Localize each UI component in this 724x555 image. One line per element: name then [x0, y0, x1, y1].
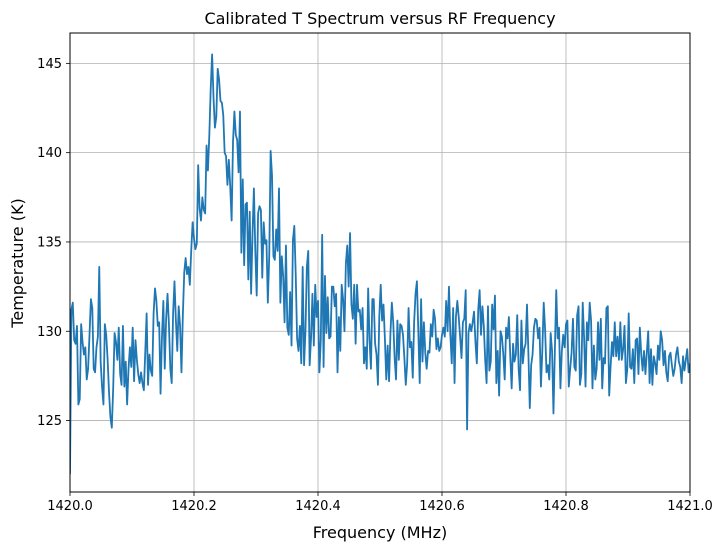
axis-ticks: 1420.0 1420.2 1420.4 1420.6 1420.8 1421.0 125 1… — [37, 57, 713, 514]
plot-frame — [69, 32, 691, 493]
y-tick-label: 125 — [37, 414, 62, 429]
x-tick-label: 1420.2 — [171, 499, 217, 514]
x-tick-label: 1420.0 — [47, 499, 93, 514]
y-tick-label: 140 — [37, 146, 62, 161]
x-axis-label: Frequency (MHz) — [313, 523, 447, 542]
x-tick-label: 1420.8 — [543, 499, 589, 514]
x-tick-label: 1421.0 — [667, 499, 713, 514]
series-line — [70, 53, 690, 475]
plot-data — [70, 53, 690, 475]
y-tick-label: 135 — [37, 235, 62, 250]
y-tick-label: 130 — [37, 325, 62, 340]
x-tick-label: 1420.4 — [295, 499, 341, 514]
x-tick-label: 1420.6 — [419, 499, 465, 514]
y-tick-label: 145 — [37, 57, 62, 72]
chart-title: Calibrated T Spectrum versus RF Frequenc… — [204, 9, 555, 28]
y-axis-label: Temperature (K) — [8, 198, 27, 328]
